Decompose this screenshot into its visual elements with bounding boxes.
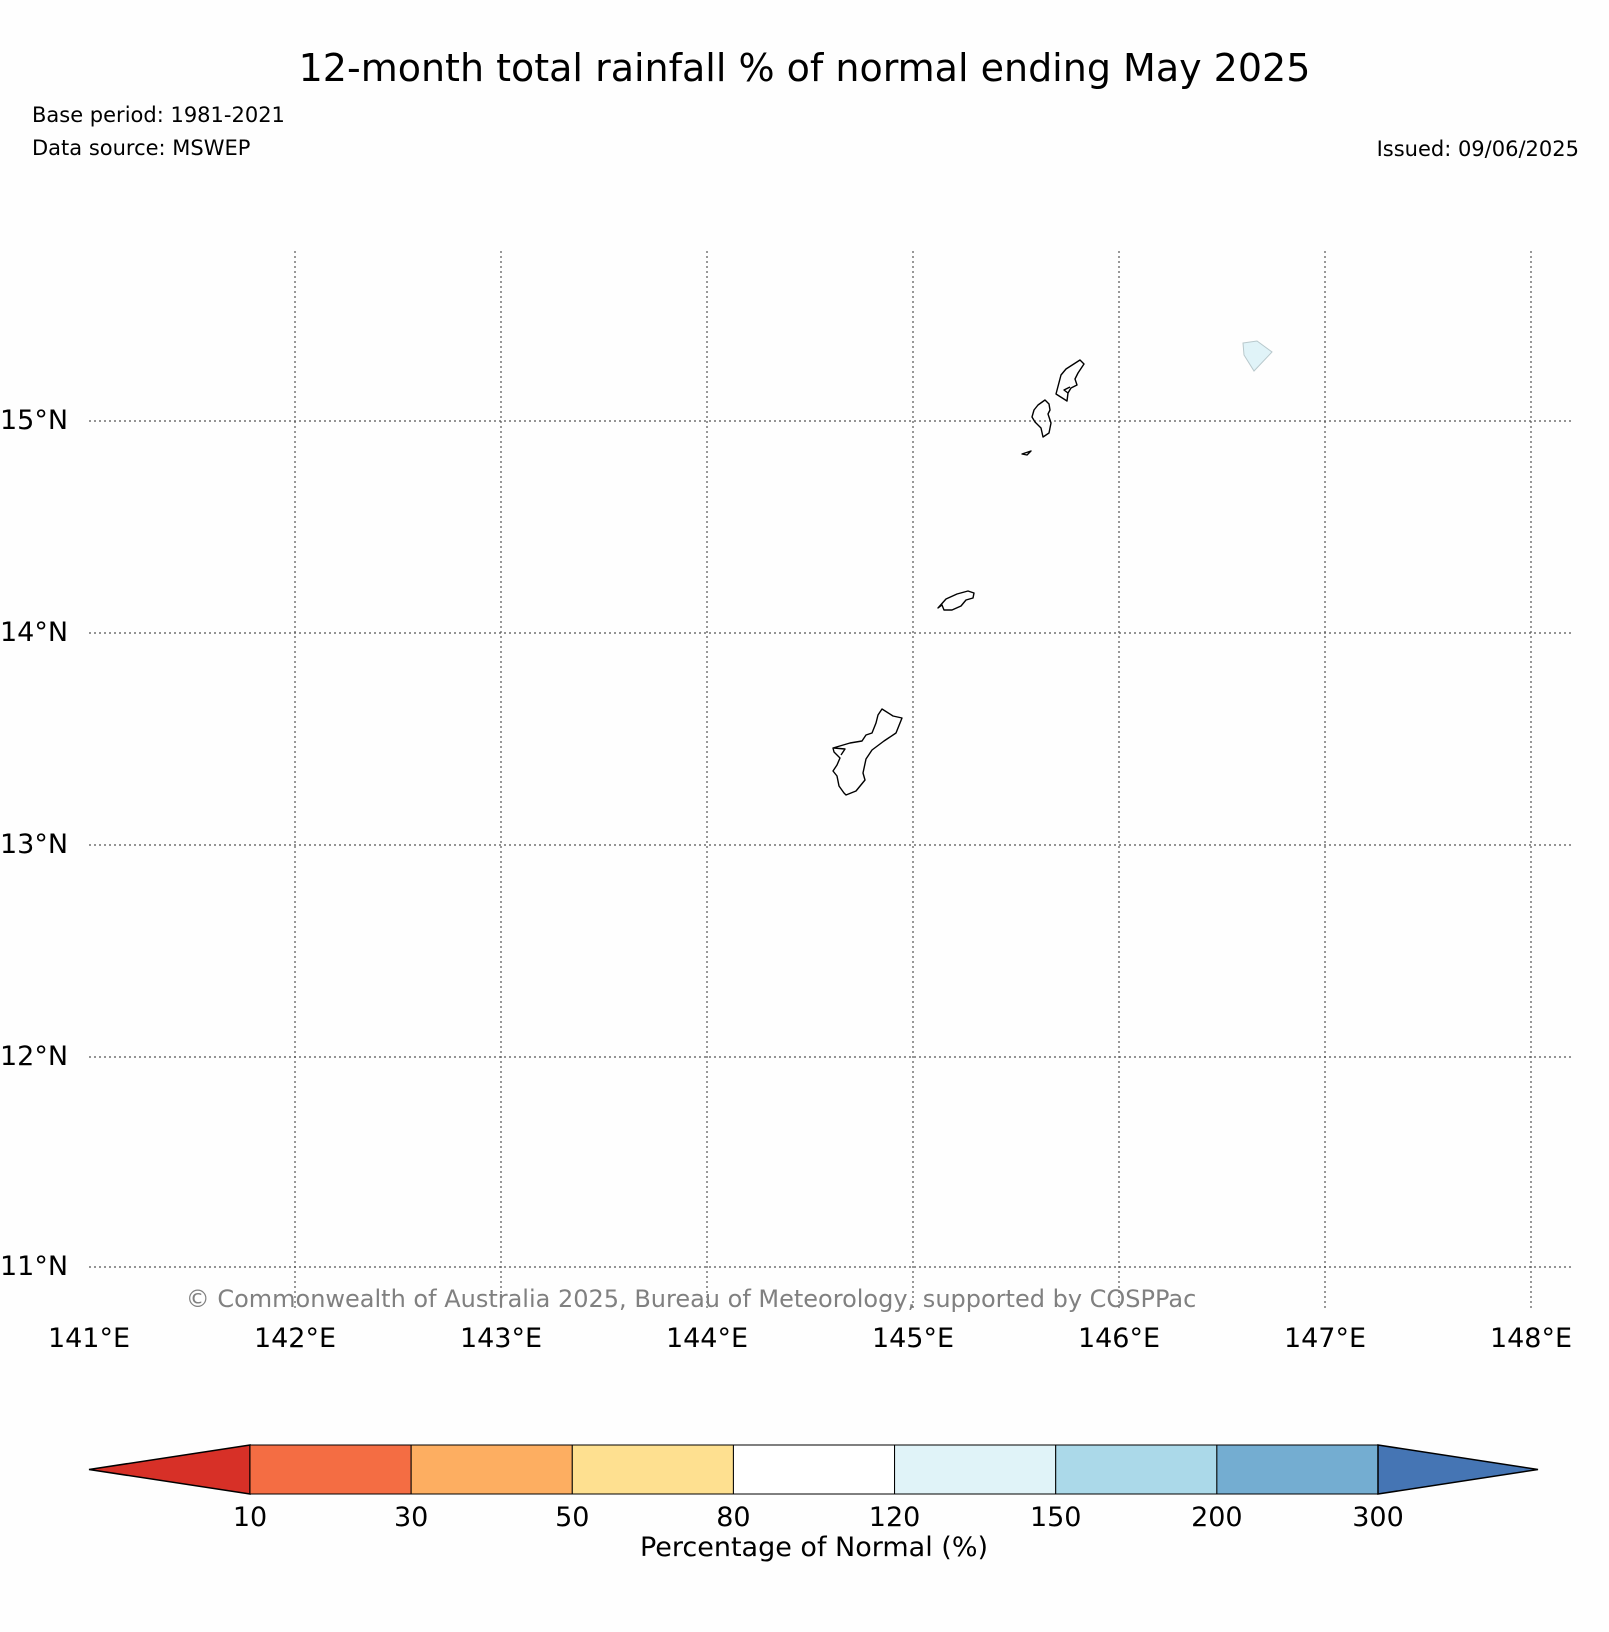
lon-label-148: 148°E [1490,1323,1572,1354]
graticule [89,251,1572,1310]
colorbar-bin [1216,1444,1379,1495]
lon-label-141: 141°E [48,1323,130,1354]
island-tinian [1031,399,1052,438]
colorbar-tick-label: 30 [394,1502,428,1533]
map-title: 12-month total rainfall % of normal endi… [298,46,1311,90]
colorbar-tick-label: 80 [716,1502,750,1533]
lon-label-146: 146°E [1078,1323,1160,1354]
island-guam-detail [833,747,846,756]
colorbar-extend-high [1377,1444,1539,1495]
island-guam [832,708,903,796]
colorbar-tick-label: 120 [869,1502,921,1533]
lon-label-144: 144°E [666,1323,748,1354]
lon-label-145: 145°E [872,1323,954,1354]
colorbar-tick-label: 150 [1030,1502,1082,1533]
colorbar-extend-low [88,1444,251,1495]
colorbar-tick-label: 300 [1352,1502,1404,1533]
colorbar-bin [1055,1444,1218,1495]
copyright-notice: © Commonwealth of Australia 2025, Bureau… [186,1285,1197,1313]
colorbar-bin [571,1444,734,1495]
lat-label-14: 14°N [0,617,68,648]
base-period-text: Base period: 1981-2021 [32,103,285,127]
colorbar-bin [894,1444,1057,1495]
colorbar: 10 30 50 80 120 150 200 300 [88,1444,1539,1533]
lon-label-143: 143°E [460,1323,542,1354]
island-outlines [832,359,1085,796]
island-saipan-detail [1063,386,1071,394]
island-saipan [1055,359,1085,402]
lat-label-11: 11°N [0,1251,68,1282]
island-aguijan [1021,450,1032,456]
colorbar-bin [410,1444,573,1495]
issued-date-text: Issued: 09/06/2025 [1376,137,1579,161]
lat-label-15: 15°N [0,405,68,436]
colorbar-tick-label: 10 [233,1502,267,1533]
data-source-text: Data source: MSWEP [32,136,251,160]
colorbar-bin [249,1444,412,1495]
lat-label-13: 13°N [0,829,68,860]
colorbar-bin [732,1444,896,1495]
lat-label-12: 12°N [0,1041,68,1072]
colorbar-tick-label: 200 [1191,1502,1243,1533]
lon-label-147: 147°E [1284,1323,1366,1354]
rainfall-cell-shaded [1242,340,1273,372]
lon-label-142: 142°E [254,1323,336,1354]
island-rota [937,590,975,611]
colorbar-title: Percentage of Normal (%) [640,1532,988,1563]
colorbar-tick-label: 50 [555,1502,589,1533]
